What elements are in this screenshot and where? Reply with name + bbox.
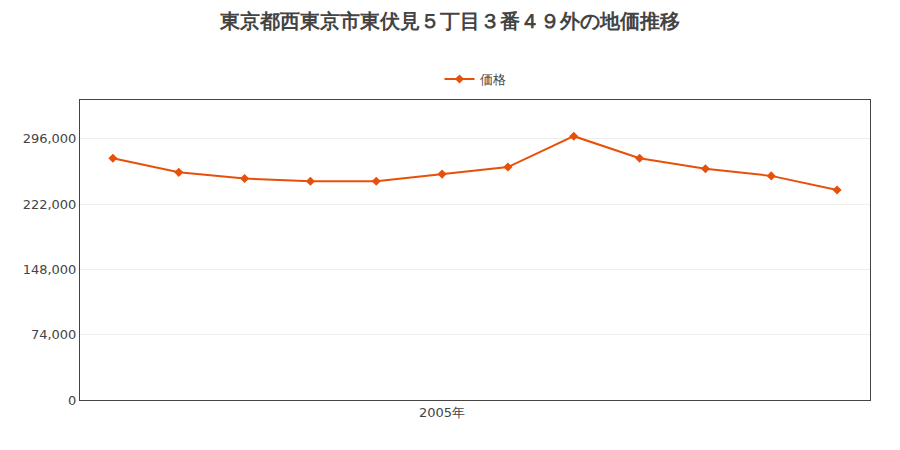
svg-text:222,000: 222,000 xyxy=(23,197,77,212)
svg-text:0: 0 xyxy=(68,393,76,408)
svg-text:148,000: 148,000 xyxy=(23,262,77,277)
svg-text:価格: 価格 xyxy=(480,72,506,87)
svg-text:74,000: 74,000 xyxy=(31,327,77,342)
svg-text:東京都西東京市東伏見５丁目３番４９外の地価推移: 東京都西東京市東伏見５丁目３番４９外の地価推移 xyxy=(219,9,680,33)
svg-text:2005年: 2005年 xyxy=(419,405,465,420)
svg-text:296,000: 296,000 xyxy=(23,131,77,146)
